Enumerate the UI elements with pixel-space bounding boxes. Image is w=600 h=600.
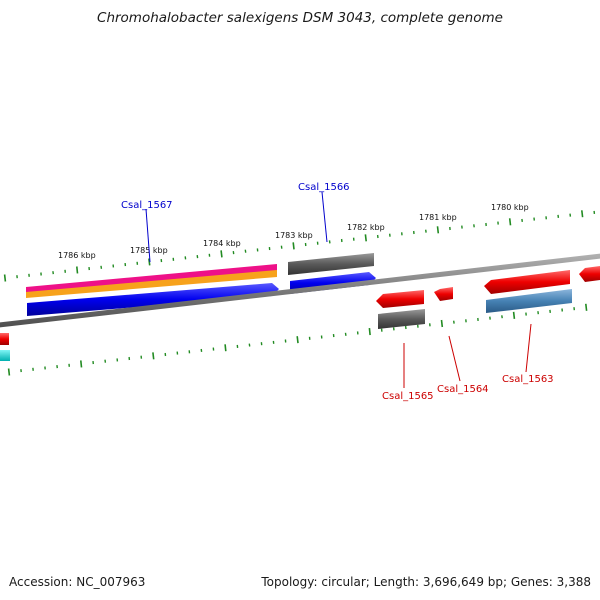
major-tick — [220, 250, 223, 258]
major-tick — [224, 344, 227, 352]
leader-csal-1567 — [145, 208, 151, 263]
major-tick — [585, 303, 588, 311]
partial-red-feature-right[interactable] — [579, 266, 600, 282]
major-tick — [80, 360, 83, 368]
steelblue-feature[interactable] — [486, 289, 572, 313]
major-tick — [512, 311, 516, 319]
reverse-strand-features — [0, 266, 600, 361]
gene-csal-1567-cds[interactable] — [27, 283, 279, 316]
gene-csal-1564-cds[interactable] — [434, 287, 453, 301]
outer-tick-ruler — [3, 210, 596, 282]
gene-label-csal-1566[interactable]: Csal_1566 — [298, 182, 350, 193]
gene-csal-1563-cds[interactable] — [484, 270, 570, 294]
major-tick — [508, 218, 512, 226]
major-tick — [296, 336, 299, 344]
partial-red-feature-left[interactable] — [0, 333, 9, 345]
major-tick — [436, 226, 440, 234]
ruler-label: 1781 kbp — [419, 213, 457, 222]
gene-label-leaders — [145, 191, 532, 388]
major-tick — [364, 234, 367, 242]
orange-feature[interactable] — [26, 270, 277, 298]
genome-backbone — [0, 253, 600, 328]
gene-label-csal-1563[interactable]: Csal_1563 — [502, 374, 554, 385]
major-tick — [368, 328, 371, 336]
leader-csal-1566 — [321, 191, 328, 243]
ruler-label: 1780 kbp — [491, 203, 529, 212]
major-tick — [7, 368, 11, 376]
leader-csal-1564 — [448, 335, 461, 382]
gene-label-csal-1564[interactable]: Csal_1564 — [437, 384, 489, 395]
major-tick — [440, 319, 444, 328]
forward-strand-features — [26, 253, 376, 316]
genome-summary-text: Topology: circular; Length: 3,696,649 bp… — [261, 575, 591, 589]
ruler-label: 1782 kbp — [347, 223, 385, 232]
gene-label-csal-1567[interactable]: Csal_1567 — [121, 200, 173, 211]
major-tick — [292, 242, 295, 250]
ruler-label: 1784 kbp — [203, 239, 241, 248]
major-tick — [148, 258, 151, 266]
inner-tick-ruler — [7, 303, 588, 376]
major-tick — [152, 352, 155, 360]
leader-csal-1563 — [525, 323, 532, 373]
ruler-label: 1783 kbp — [275, 231, 313, 240]
gene-labels: Csal_1567 Csal_1566 Csal_1565 Csal_1564 … — [121, 182, 554, 402]
major-tick — [3, 274, 7, 282]
map-title: Chromohalobacter salexigens DSM 3043, co… — [97, 10, 503, 26]
accession-text: Accession: NC_007963 — [9, 575, 146, 589]
ruler-label: 1786 kbp — [58, 251, 96, 260]
cyan-feature[interactable] — [0, 350, 10, 361]
ruler-labels: 1786 kbp 1785 kbp 1784 kbp 1783 kbp 1782… — [58, 203, 529, 260]
major-tick — [581, 210, 584, 218]
gene-label-csal-1565[interactable]: Csal_1565 — [382, 391, 434, 402]
major-tick — [76, 266, 79, 274]
gray-feature-forward[interactable] — [288, 253, 374, 275]
gray-feature-reverse[interactable] — [378, 309, 425, 329]
gene-csal-1565-cds[interactable] — [376, 290, 424, 308]
